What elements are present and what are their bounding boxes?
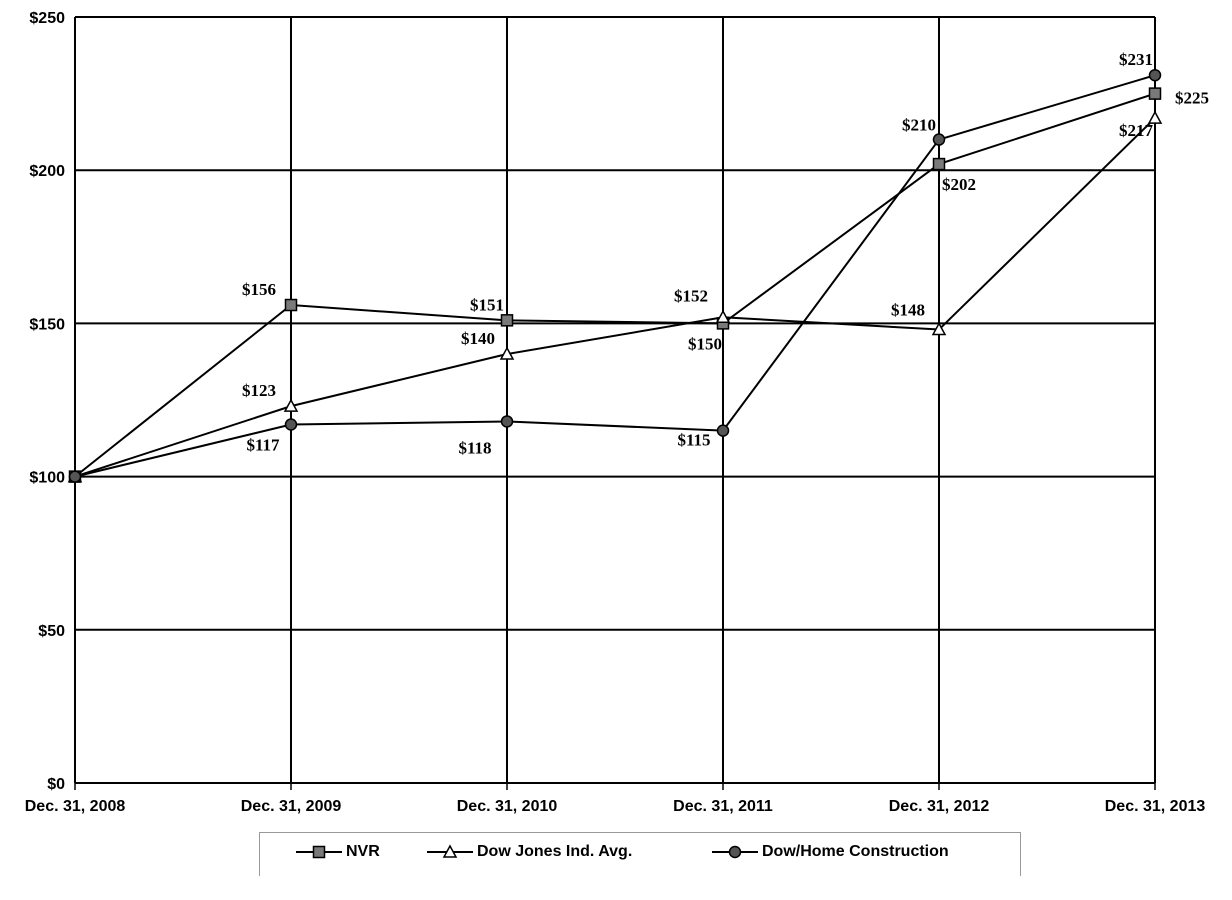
series-markers <box>67 68 1163 483</box>
data-label: $118 <box>458 438 491 457</box>
point-marker-triangle <box>1147 110 1163 124</box>
point-marker-circle <box>284 418 298 431</box>
data-labels: $156 $151 $150 $202 $225 $123 $140 $152 $148 $217… <box>242 50 1209 457</box>
x-tick-label: Dec. 31, 2008 <box>25 798 126 815</box>
legend-triangle-marker-icon <box>427 844 473 858</box>
data-label: $210 <box>902 116 936 135</box>
y-tick-label: $100 <box>29 470 65 487</box>
legend-square-marker-icon <box>296 845 342 859</box>
data-label: $140 <box>461 329 495 348</box>
point-marker-triangle <box>283 398 299 412</box>
y-tick-label: $250 <box>29 10 65 27</box>
legend-label-dow-jones: Dow Jones Ind. Avg. <box>477 843 633 860</box>
data-label: $123 <box>242 381 276 400</box>
point-marker-square <box>284 298 298 312</box>
data-label: $117 <box>246 436 280 455</box>
point-marker-circle <box>68 470 82 483</box>
data-label: $152 <box>674 286 708 305</box>
point-marker-circle <box>932 133 946 146</box>
series-line-1 <box>74 92 1156 478</box>
y-tick-label: $0 <box>47 776 65 793</box>
data-label: $151 <box>470 295 504 314</box>
chart-legend: NVR Dow Jones Ind. Avg. Dow/Home Constru… <box>259 832 1021 876</box>
line-chart: $0$50$100$150$200$250 Dec. 31, 2008 Dec. … <box>25 10 1209 815</box>
y-tick-label: $200 <box>29 163 65 180</box>
y-axis-tick-labels: $0 $50 $100 $150 $200 $250 <box>29 10 65 793</box>
point-marker-square <box>500 314 514 327</box>
legend-label-nvr: NVR <box>346 843 380 860</box>
x-tick-label: Dec. 31, 2012 <box>889 798 990 815</box>
legend-circle-marker-icon <box>712 845 758 859</box>
x-tick-label: Dec. 31, 2011 <box>673 798 773 815</box>
point-marker-square <box>1148 87 1162 100</box>
legend-label-dow-home-construction: Dow/Home Construction <box>762 843 949 860</box>
data-label: $156 <box>242 280 276 299</box>
series-lines <box>74 74 1156 478</box>
grid-lines <box>74 16 1156 790</box>
legend-item-dow-home-construction: Dow/Home Construction <box>712 843 949 861</box>
data-label: $225 <box>1175 89 1209 108</box>
legend-item-dow-jones: Dow Jones Ind. Avg. <box>427 843 632 861</box>
point-marker-circle <box>500 415 514 428</box>
data-label: $150 <box>688 334 722 353</box>
y-tick-label: $150 <box>29 316 65 333</box>
x-tick-label: Dec. 31, 2009 <box>241 798 342 815</box>
point-marker-circle <box>1148 68 1162 82</box>
point-marker-triangle <box>499 346 515 360</box>
x-tick-label: Dec. 31, 2013 <box>1105 798 1206 815</box>
point-marker-square <box>932 157 946 171</box>
data-label: $202 <box>942 175 976 194</box>
point-marker-triangle <box>931 321 947 336</box>
data-label: $217 <box>1119 121 1154 140</box>
point-marker-circle <box>716 424 730 437</box>
y-tick-label: $50 <box>38 623 65 640</box>
series-line-3 <box>74 74 1156 478</box>
data-label: $148 <box>891 301 925 320</box>
data-label: $115 <box>677 431 710 450</box>
point-marker-triangle <box>715 309 731 324</box>
x-tick-label: Dec. 31, 2010 <box>457 798 558 815</box>
data-label: $231 <box>1119 50 1153 69</box>
series-line-2 <box>74 117 1156 478</box>
x-axis-tick-labels: Dec. 31, 2008 Dec. 31, 2009 Dec. 31, 2010 D… <box>25 798 1206 815</box>
legend-item-nvr: NVR <box>296 843 380 861</box>
